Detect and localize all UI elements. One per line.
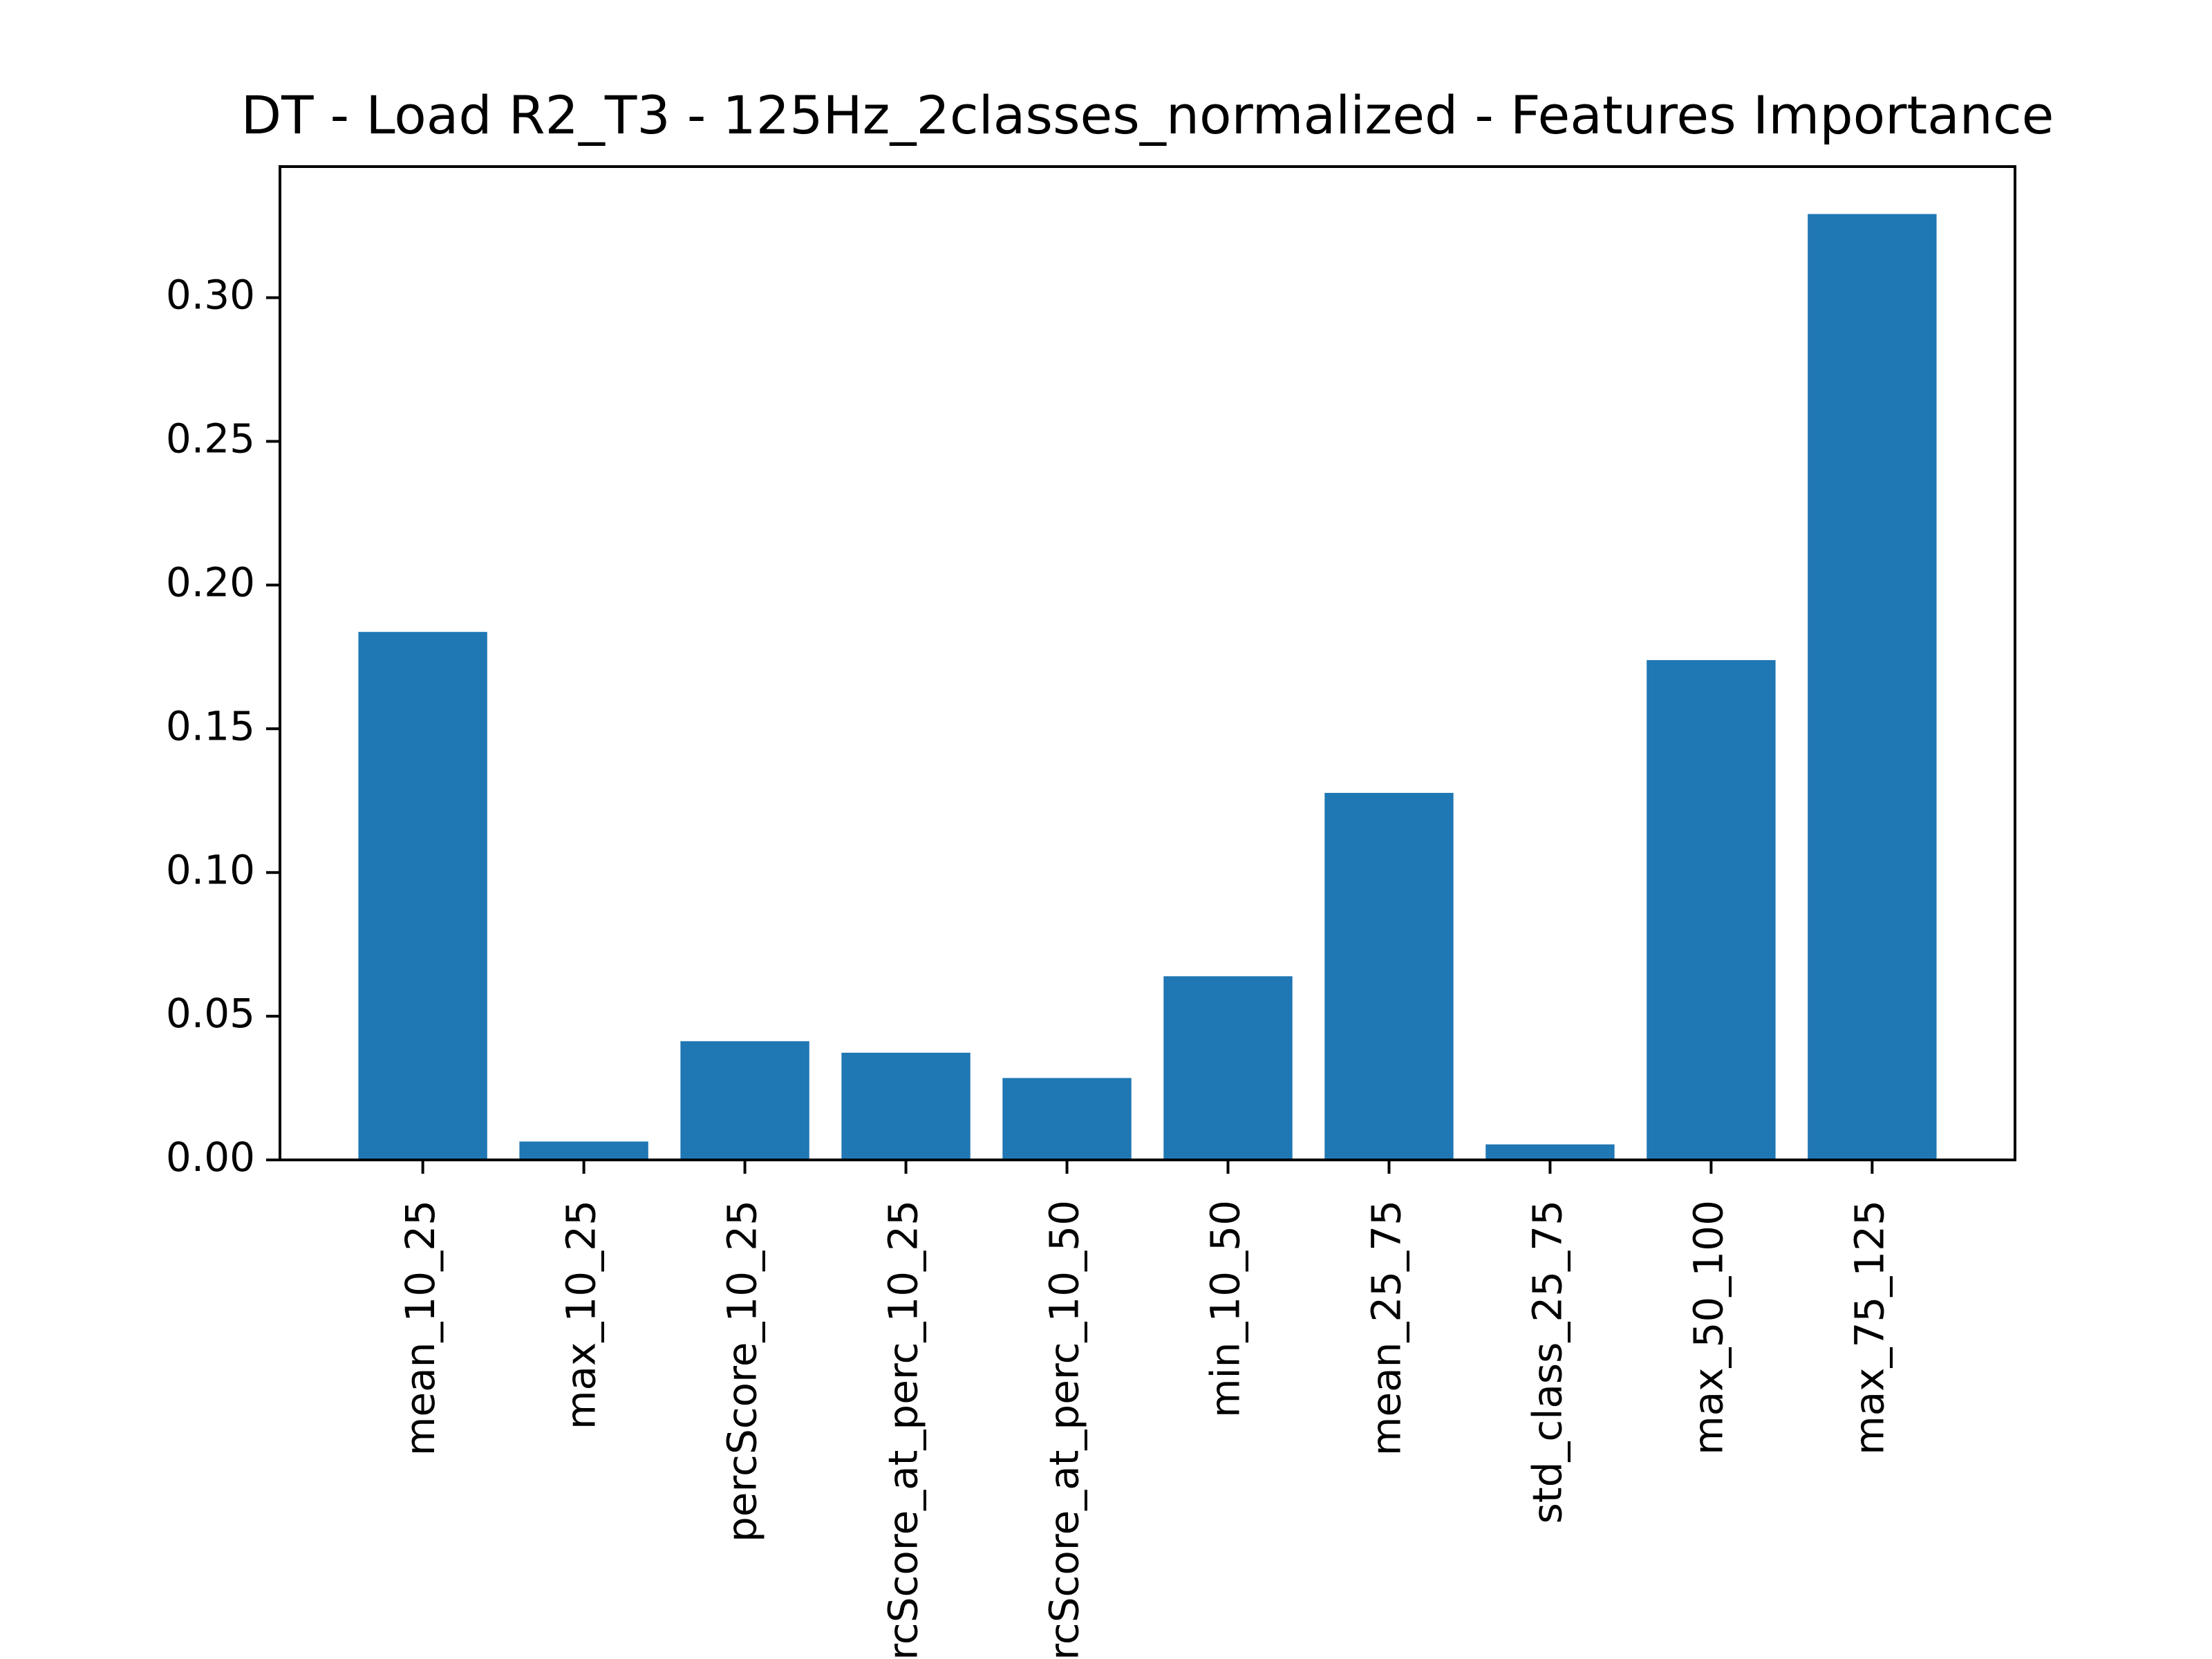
y-tick-label: 0.15 bbox=[166, 702, 255, 749]
bar bbox=[1647, 659, 1776, 1160]
x-tick-label: max_50_100 bbox=[1685, 1200, 1732, 1455]
bar bbox=[1324, 793, 1454, 1160]
bar bbox=[1002, 1078, 1132, 1160]
chart-title: DT - Load R2_T3 - 125Hz_2classes_normali… bbox=[241, 84, 2054, 146]
bar bbox=[519, 1141, 648, 1160]
x-tick-label: mean_10_25 bbox=[397, 1200, 444, 1456]
y-tick-label: 0.25 bbox=[166, 415, 255, 462]
bar bbox=[1163, 976, 1293, 1160]
x-tick-label: percScore_at_perc_10_50 bbox=[1041, 1200, 1088, 1659]
x-tick-label: percScore_10_25 bbox=[719, 1200, 766, 1542]
plot-frame bbox=[279, 165, 2016, 1161]
y-tick-label: 0.20 bbox=[166, 559, 255, 606]
bar bbox=[680, 1041, 809, 1160]
y-tick-label: 0.10 bbox=[166, 846, 255, 893]
x-tick-label: mean_25_75 bbox=[1363, 1200, 1410, 1456]
bar bbox=[1485, 1144, 1615, 1160]
x-tick-label: max_10_25 bbox=[558, 1200, 605, 1430]
bar bbox=[841, 1052, 971, 1160]
bar bbox=[1808, 214, 1937, 1160]
y-tick-label: 0.05 bbox=[166, 990, 255, 1037]
x-tick-label: max_75_125 bbox=[1846, 1200, 1893, 1455]
x-tick-label: std_class_25_75 bbox=[1524, 1200, 1571, 1524]
x-tick-label: min_10_50 bbox=[1202, 1200, 1249, 1418]
x-tick-label: percScore_at_perc_10_25 bbox=[880, 1200, 927, 1659]
y-tick-label: 0.00 bbox=[166, 1134, 255, 1181]
y-tick-label: 0.30 bbox=[166, 272, 255, 319]
bar bbox=[358, 632, 487, 1160]
